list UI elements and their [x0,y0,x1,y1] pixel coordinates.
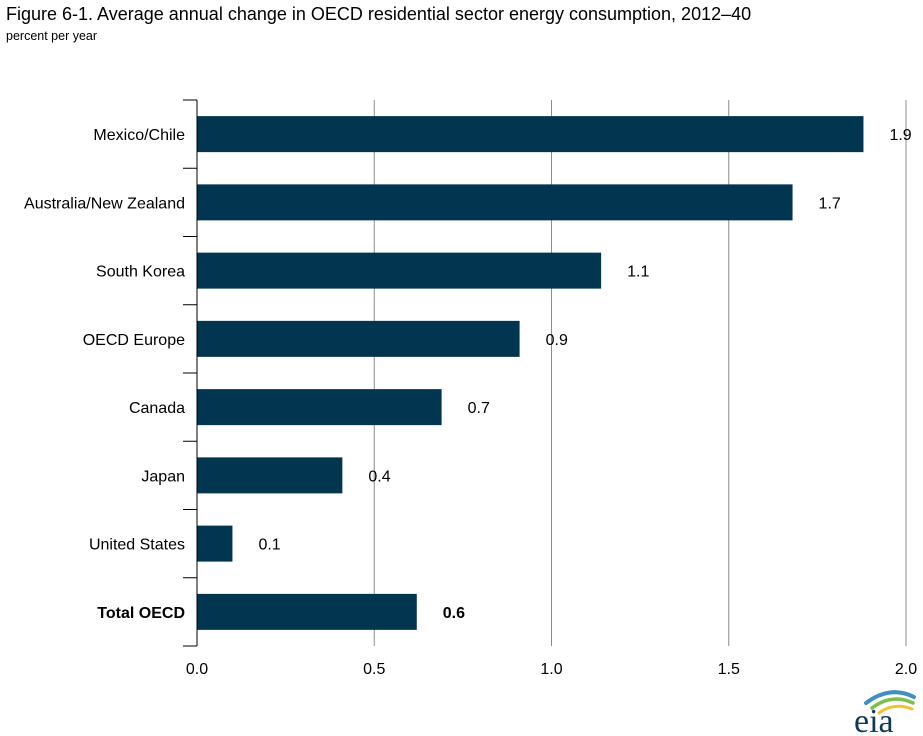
y-axis [183,99,198,647]
category-label: Mexico/Chile [93,127,185,144]
category-labels: Mexico/Chile Australia/New Zealand South K… [24,127,185,622]
data-label: 1.1 [627,264,649,281]
bar [197,252,602,289]
data-label: 1.7 [819,195,841,212]
x-tick-label: 2.0 [895,661,917,678]
bar [197,593,417,630]
x-tick-label: 0.5 [363,661,385,678]
logo-arc-outer [864,690,916,705]
bar [197,525,233,562]
category-label: South Korea [96,264,185,281]
data-label: 0.4 [368,468,390,485]
category-label: Japan [141,468,185,485]
chart-title: Figure 6-1. Average annual change in OEC… [6,4,752,24]
category-label: OECD Europe [83,332,185,349]
logo-arc-inner [877,704,914,715]
data-label: 1.9 [889,127,911,144]
gridlines [373,100,907,646]
x-tick-label: 0.0 [186,661,208,678]
data-label: 0.7 [468,400,490,417]
category-label: United States [89,537,185,554]
x-axis-ticks: 0.0 0.5 1.0 1.5 2.0 [186,661,917,678]
category-label: Total OECD [97,605,185,622]
x-tick-label: 1.5 [718,661,740,678]
logo-text: eia [854,703,894,735]
bar [197,116,864,153]
bar [197,184,793,221]
bar [197,389,442,426]
bars [197,116,864,630]
data-labels: 1.9 1.7 1.1 0.9 0.7 0.4 0.1 0.6 [258,127,911,622]
data-label: 0.1 [258,537,280,554]
logo-arc-mid [870,697,915,710]
category-label: Australia/New Zealand [24,195,185,212]
data-label: 0.9 [546,332,568,349]
chart-subtitle: percent per year [6,29,98,43]
bar [197,320,520,357]
x-tick-label: 1.0 [540,661,562,678]
category-label: Canada [129,400,185,417]
bar [197,457,343,494]
eia-logo: eia [854,690,916,735]
data-label: 0.6 [443,605,465,622]
